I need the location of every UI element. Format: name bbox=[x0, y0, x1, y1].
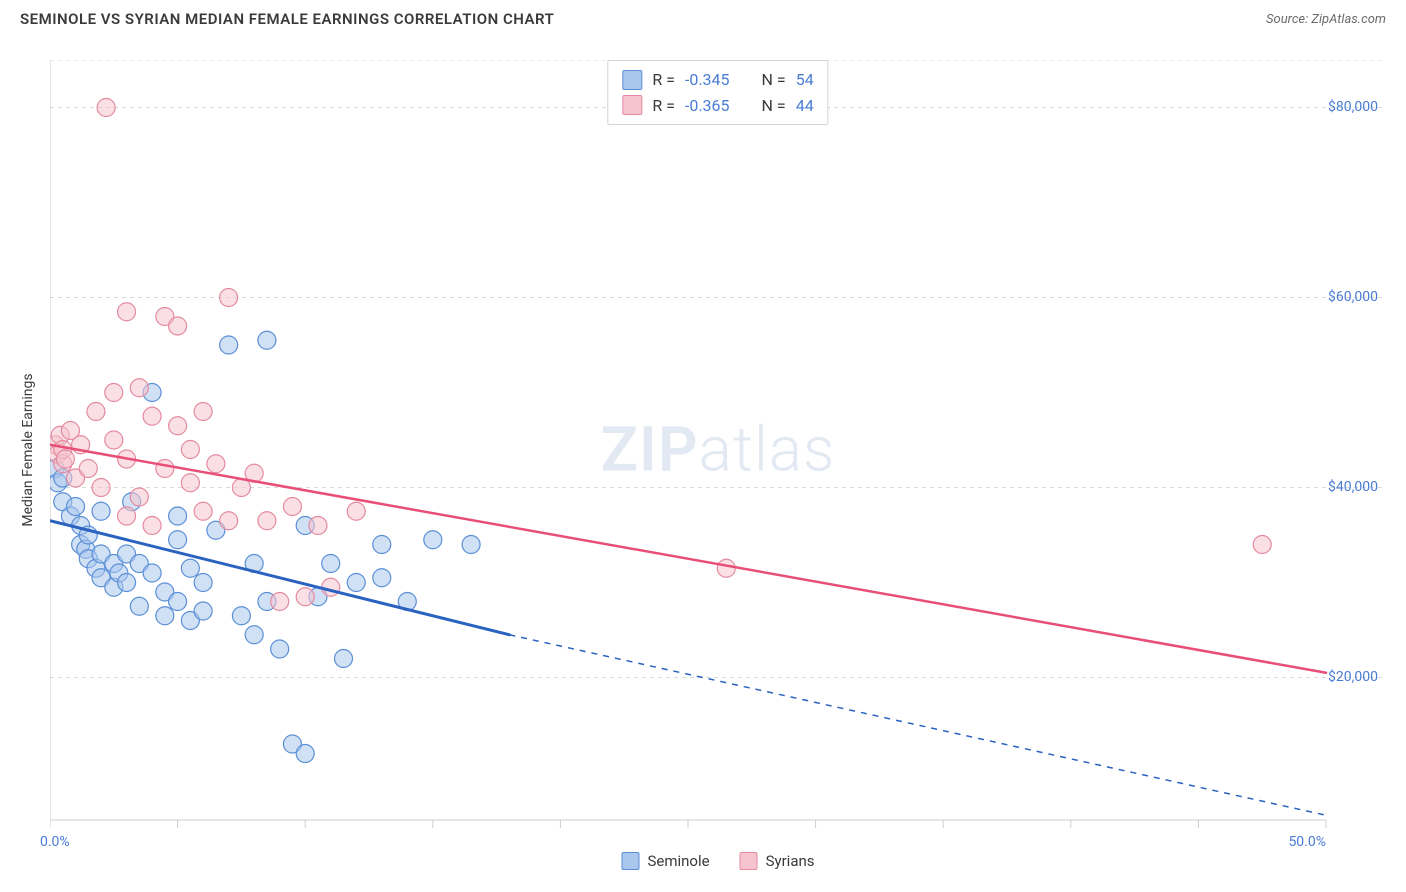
chart-area: Median Female Earnings ZIPatlas R = -0.3… bbox=[50, 60, 1386, 840]
r-label: R = bbox=[652, 93, 675, 119]
source-label: Source: ZipAtlas.com bbox=[1266, 12, 1386, 27]
header: SEMINOLE VS SYRIAN MEDIAN FEMALE EARNING… bbox=[0, 0, 1406, 28]
x-tick-label: 50.0% bbox=[1288, 834, 1326, 850]
chart-container: SEMINOLE VS SYRIAN MEDIAN FEMALE EARNING… bbox=[0, 0, 1406, 892]
y-tick-label: $80,000 bbox=[1328, 99, 1378, 115]
series-legend-label: Seminole bbox=[647, 852, 709, 870]
correlation-legend: R = -0.345 N = 54 R = -0.365 N = 44 bbox=[607, 60, 828, 125]
r-value-syrians: -0.365 bbox=[685, 93, 730, 119]
series-legend: Seminole Syrians bbox=[621, 852, 814, 870]
x-tick-label: 0.0% bbox=[40, 834, 70, 850]
series-legend-item: Seminole bbox=[621, 852, 709, 870]
n-label: N = bbox=[762, 67, 786, 93]
y-tick-label: $60,000 bbox=[1328, 289, 1378, 305]
n-value-seminole: 54 bbox=[796, 67, 814, 93]
legend-swatch-syrians bbox=[622, 95, 642, 115]
y-axis-label: Median Female Earnings bbox=[20, 373, 36, 526]
r-label: R = bbox=[652, 67, 675, 93]
n-label: N = bbox=[762, 93, 786, 119]
n-value-syrians: 44 bbox=[796, 93, 814, 119]
series-legend-item: Syrians bbox=[740, 852, 815, 870]
correlation-legend-row: R = -0.345 N = 54 bbox=[622, 67, 813, 93]
chart-title: SEMINOLE VS SYRIAN MEDIAN FEMALE EARNING… bbox=[20, 10, 554, 28]
y-tick-label: $40,000 bbox=[1328, 479, 1378, 495]
r-value-seminole: -0.345 bbox=[685, 67, 730, 93]
series-legend-label: Syrians bbox=[766, 852, 815, 870]
correlation-legend-row: R = -0.365 N = 44 bbox=[622, 93, 813, 119]
y-tick-label: $20,000 bbox=[1328, 669, 1378, 685]
legend-swatch-seminole bbox=[621, 852, 639, 870]
legend-swatch-seminole bbox=[622, 70, 642, 90]
legend-swatch-syrians bbox=[740, 852, 758, 870]
scatter-plot bbox=[50, 60, 1386, 840]
